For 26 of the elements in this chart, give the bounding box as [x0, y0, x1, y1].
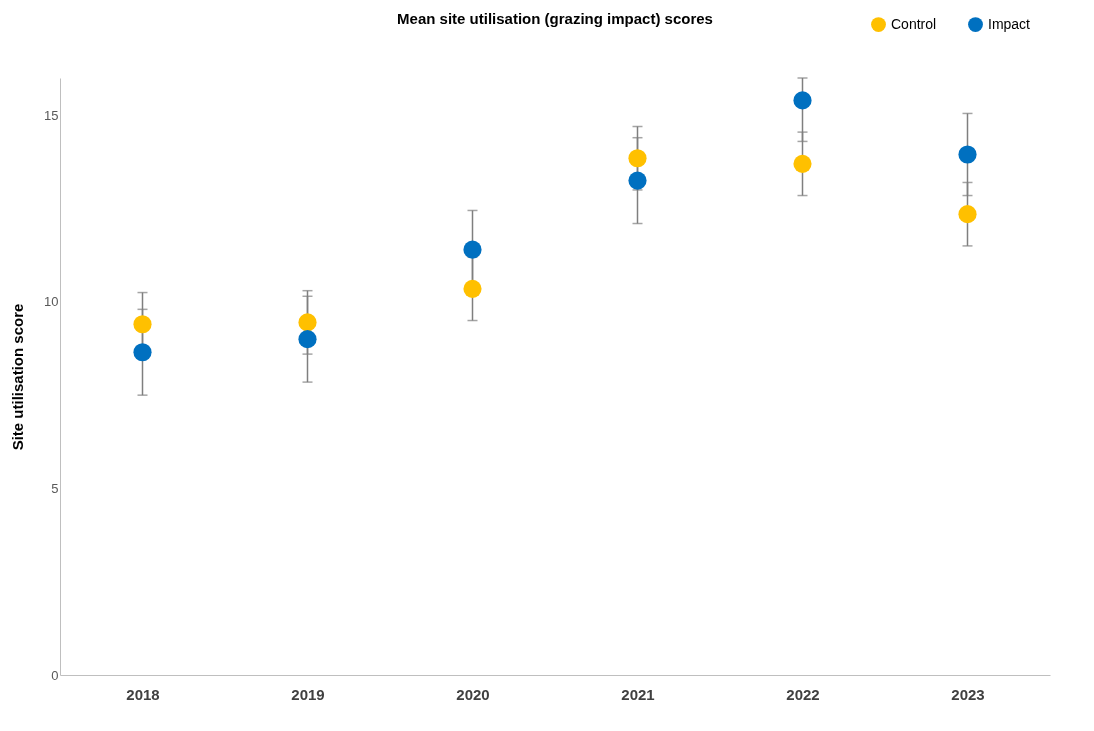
- point: [298, 330, 317, 349]
- x-tick-label: 2023: [951, 685, 985, 703]
- point: [463, 279, 482, 298]
- legend-label: Impact: [988, 15, 1031, 32]
- point: [133, 315, 152, 334]
- y-tick-label: 15: [44, 107, 59, 123]
- point: [133, 343, 152, 362]
- x-tick-label: 2018: [126, 685, 160, 703]
- x-tick-label: 2022: [786, 685, 820, 703]
- point: [793, 91, 812, 110]
- point: [958, 205, 977, 224]
- point: [298, 313, 317, 332]
- point: [628, 171, 647, 190]
- point: [793, 154, 812, 173]
- y-tick-label: 0: [51, 667, 59, 683]
- point: [628, 149, 647, 168]
- point: [958, 145, 977, 164]
- y-tick-label: 5: [51, 480, 59, 496]
- x-tick-label: 2019: [291, 685, 325, 703]
- point: [463, 240, 482, 259]
- y-axis-title: Site utilisation score: [9, 303, 27, 451]
- x-tick-label: 2020: [456, 685, 490, 703]
- x-tick-label: 2021: [621, 685, 655, 703]
- y-tick-label: 10: [44, 294, 59, 310]
- chart-title: Mean site utilisation (grazing impact) scores: [397, 10, 713, 28]
- legend-label: Control: [891, 15, 937, 32]
